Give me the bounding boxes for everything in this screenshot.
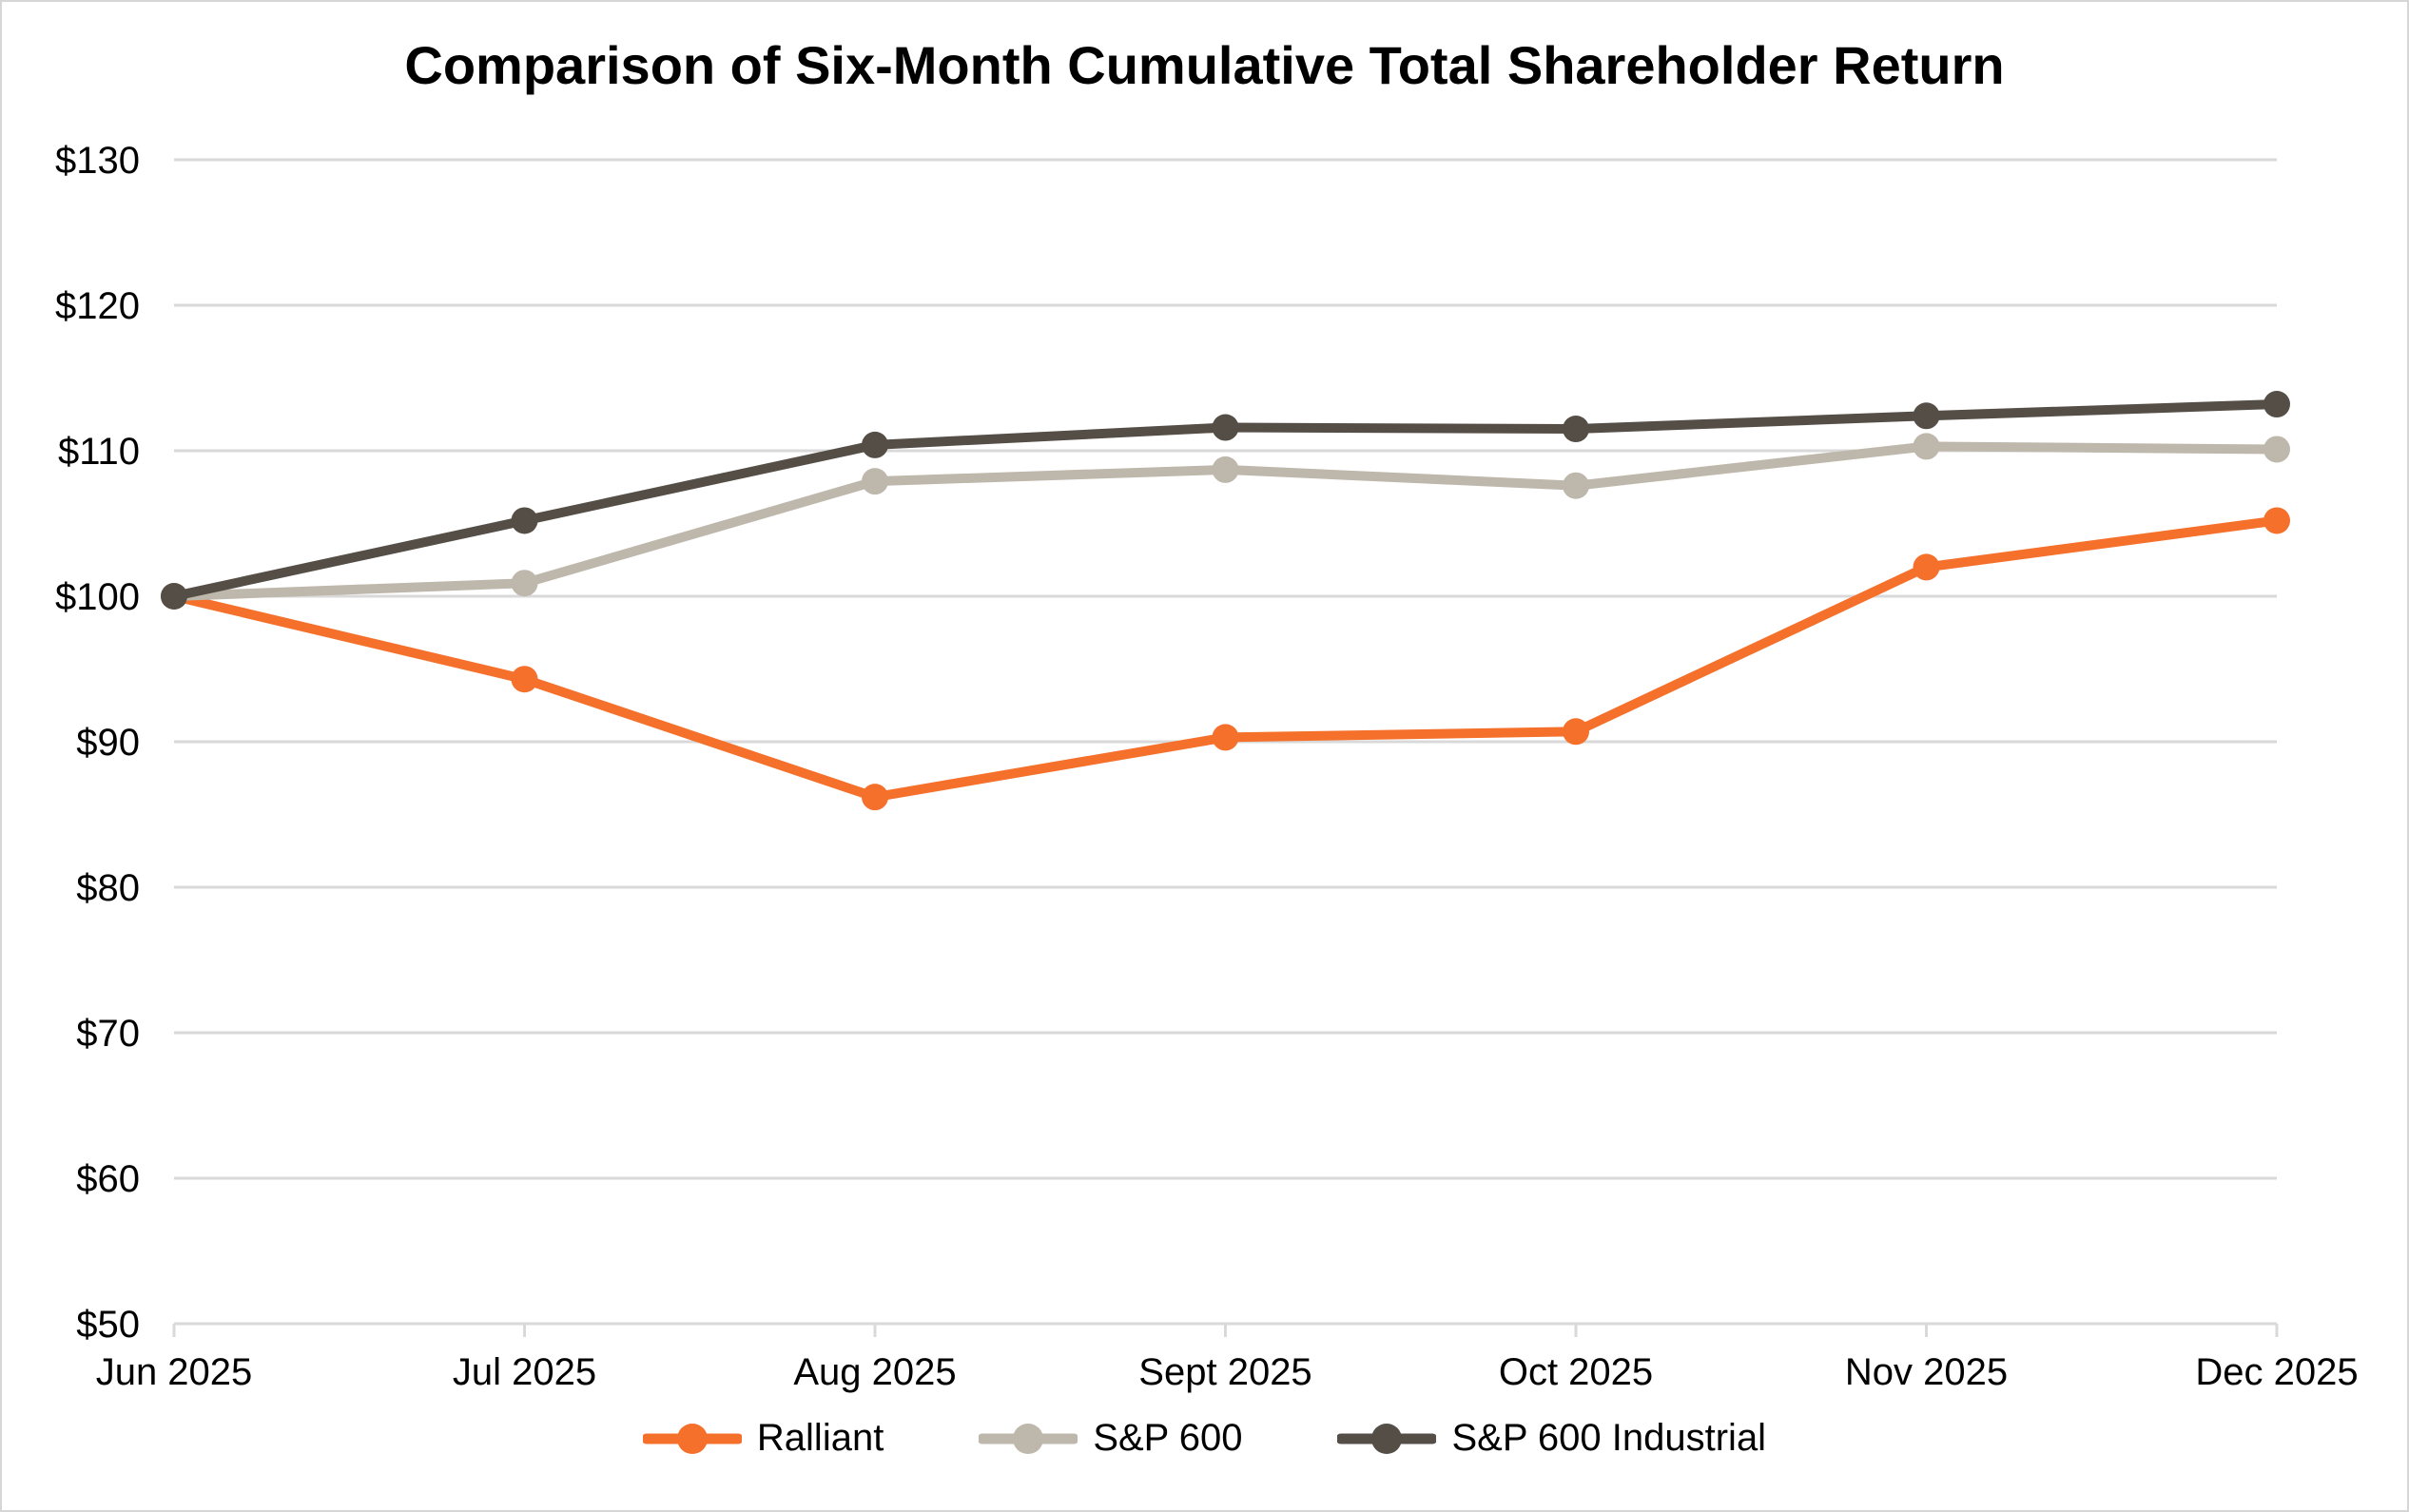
data-point-s-p-600 xyxy=(1212,456,1239,483)
data-point-s-p-600 xyxy=(511,570,538,597)
y-tick-label: $60 xyxy=(76,1158,140,1200)
y-tick-label: $100 xyxy=(55,576,140,618)
data-point-ralliant xyxy=(1563,718,1589,746)
y-tick-label: $110 xyxy=(58,431,140,473)
legend-item-s-p-600-industrial: S&P 600 Industrial xyxy=(1337,1417,1766,1460)
y-tick-label: $90 xyxy=(76,722,140,764)
plot-area: $50 $60 $70 $80 $90 $100 $110 $120 $130 Jun 2025 J… xyxy=(55,140,2359,1393)
legend-label-s-p-600: S&P 600 xyxy=(1093,1417,1243,1459)
y-tick-label: $80 xyxy=(76,867,140,909)
x-tick-label: Jun 2025 xyxy=(96,1351,253,1393)
data-point-s-p-600 xyxy=(1913,433,1940,460)
data-point-s-p-600 xyxy=(2263,436,2290,463)
x-tick-label: Oct 2025 xyxy=(1499,1351,1653,1393)
x-tick-label: Jul 2025 xyxy=(453,1351,596,1393)
data-point-s-p-600-industrial xyxy=(2263,391,2290,418)
y-tick-label: $130 xyxy=(55,140,140,182)
x-tick-label: Nov 2025 xyxy=(1845,1351,2008,1393)
data-point-s-p-600-industrial xyxy=(1563,416,1589,443)
legend-item-s-p-600: S&P 600 xyxy=(979,1417,1242,1460)
data-point-s-p-600-industrial xyxy=(161,583,187,610)
legend-marker-s-p-600-icon xyxy=(979,1423,1078,1454)
data-point-ralliant xyxy=(1913,553,1940,581)
legend-marker-s-p-600-industrial-icon xyxy=(1337,1423,1437,1454)
legend-label-s-p-600-industrial: S&P 600 Industrial xyxy=(1451,1417,1767,1459)
y-tick-label: $120 xyxy=(55,285,140,327)
data-point-ralliant xyxy=(1212,724,1239,751)
x-tick-label: Sept 2025 xyxy=(1138,1351,1311,1393)
legend-marker-ralliant-icon xyxy=(642,1423,742,1454)
data-point-ralliant xyxy=(511,666,538,693)
data-point-s-p-600-industrial xyxy=(1212,414,1239,441)
y-tick-label: $70 xyxy=(76,1013,140,1055)
data-point-s-p-600-industrial xyxy=(862,431,888,458)
x-tick-label: Aug 2025 xyxy=(793,1351,956,1393)
data-point-ralliant xyxy=(2263,507,2290,534)
series-line-ralliant xyxy=(169,515,2282,803)
legend-label-ralliant: Ralliant xyxy=(756,1417,884,1459)
data-point-s-p-600 xyxy=(862,468,888,495)
data-point-s-p-600 xyxy=(1563,472,1589,499)
data-point-s-p-600-industrial xyxy=(1913,402,1940,430)
y-tick-label: $50 xyxy=(76,1304,140,1346)
legend: Ralliant S&P 600 S&P 600 Industrial xyxy=(2,1417,2407,1460)
data-point-ralliant xyxy=(862,784,888,811)
x-tick-label: Dec 2025 xyxy=(2195,1351,2358,1393)
data-point-s-p-600-industrial xyxy=(511,507,538,534)
legend-item-ralliant: Ralliant xyxy=(642,1417,884,1460)
chart-title: Comparison of Six-Month Cumulative Total… xyxy=(404,35,2005,95)
